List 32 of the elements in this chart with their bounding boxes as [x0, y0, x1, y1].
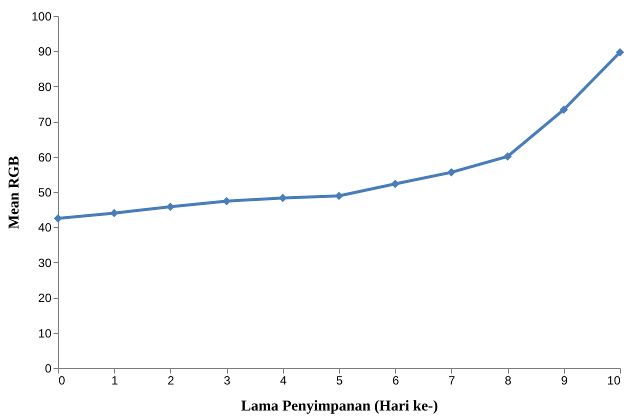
x-tick-label: 1 — [111, 374, 118, 388]
point — [503, 152, 512, 161]
point — [278, 194, 287, 202]
y-tick-label: 80 — [38, 80, 52, 94]
y-tick-label: 60 — [38, 150, 52, 164]
y-tick-label: 10 — [38, 326, 52, 340]
x-tick-label: 3 — [224, 374, 231, 388]
x-axis-title: Lama Penyimpanan (Hari ke-) — [240, 398, 438, 414]
y-axis-title: Mean RGB — [6, 156, 22, 229]
point — [391, 180, 400, 188]
y-tick-label: 50 — [38, 186, 52, 200]
point — [166, 202, 175, 211]
point — [110, 208, 118, 218]
y-tick-label: 20 — [38, 291, 52, 306]
y-tick-label: 30 — [38, 256, 52, 270]
x-tick-label: 6 — [392, 374, 400, 388]
x-tick-label: 5 — [336, 374, 344, 388]
x-tick-label: 10 — [607, 374, 621, 388]
x-tick-label: 8 — [504, 374, 512, 388]
y-tick-label: 40 — [38, 220, 52, 235]
y-tick-label: 100 — [31, 10, 52, 24]
x-tick-label: 9 — [560, 374, 568, 388]
point — [447, 168, 456, 176]
x-tick-label: 7 — [448, 374, 456, 388]
y-tick-label: 90 — [38, 44, 52, 59]
x-tick-label: 0 — [58, 374, 66, 388]
y-tick-label: 0 — [44, 362, 52, 376]
x-tick-label: 2 — [168, 374, 175, 388]
x-tick-label: 4 — [280, 374, 287, 388]
y-tick-label: 70 — [38, 115, 52, 130]
point — [560, 105, 568, 114]
point — [616, 48, 624, 56]
